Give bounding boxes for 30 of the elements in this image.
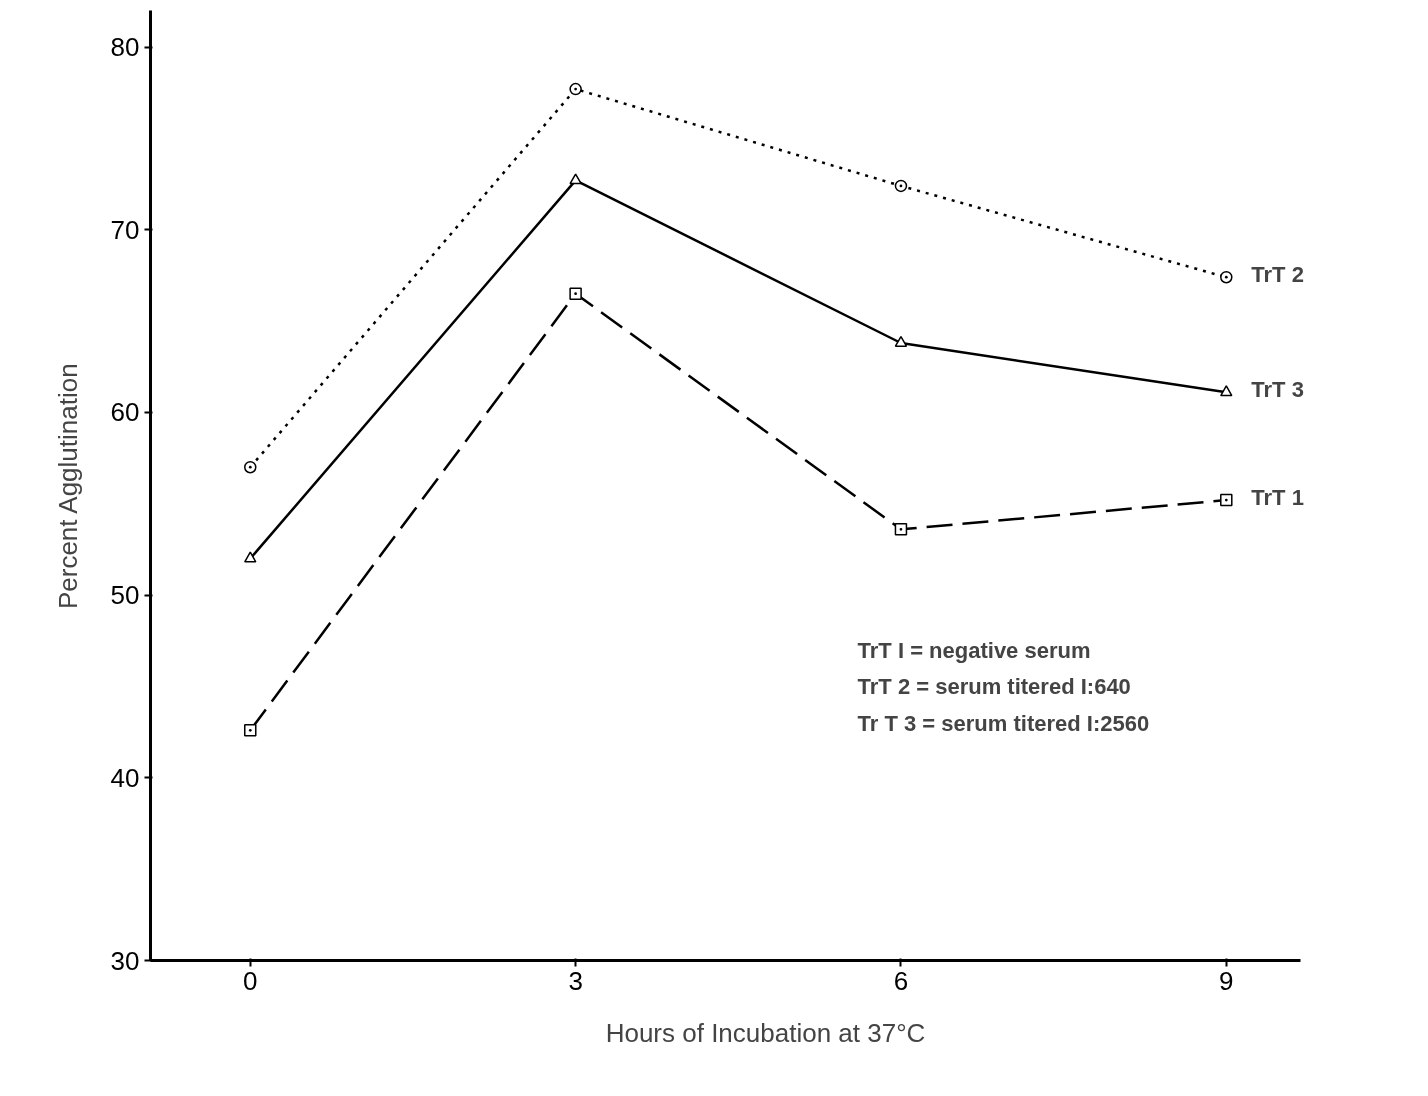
point xyxy=(1220,270,1233,284)
annotation: TrT 2 = serum titered I:640 xyxy=(857,674,1131,700)
point xyxy=(569,287,582,300)
y-tick-label: 50 xyxy=(110,580,140,611)
y-tick-label: 80 xyxy=(110,32,140,63)
point xyxy=(244,551,257,563)
point xyxy=(569,173,582,185)
y-tick-label: 40 xyxy=(110,762,140,793)
y-axis-title: Percent Agglutination xyxy=(52,363,83,610)
point xyxy=(569,82,582,96)
point xyxy=(894,335,908,347)
point xyxy=(894,179,908,193)
point xyxy=(894,523,908,536)
point xyxy=(1220,493,1233,507)
y-tick-label: 60 xyxy=(110,397,140,428)
series-label: TrT 2 xyxy=(1251,262,1304,288)
point xyxy=(244,460,257,474)
x-tick-label: 3 xyxy=(568,965,583,996)
x-tick-label: 6 xyxy=(893,965,909,996)
y-tick-label: 70 xyxy=(110,214,140,245)
x-tick-label: 0 xyxy=(243,965,258,996)
series-label: TrT 3 xyxy=(1251,377,1304,403)
annotation: TrT I = negative serum xyxy=(857,637,1091,663)
point xyxy=(244,724,257,737)
x-axis-title: Hours of Incubation at 37°C xyxy=(605,1017,926,1048)
point xyxy=(1220,385,1233,397)
series-label: TrT 1 xyxy=(1251,485,1304,511)
x-tick-label: 9 xyxy=(1219,965,1234,996)
annotation: Tr T 3 = serum titered I:2560 xyxy=(857,710,1150,736)
y-tick-label: 30 xyxy=(110,945,140,976)
